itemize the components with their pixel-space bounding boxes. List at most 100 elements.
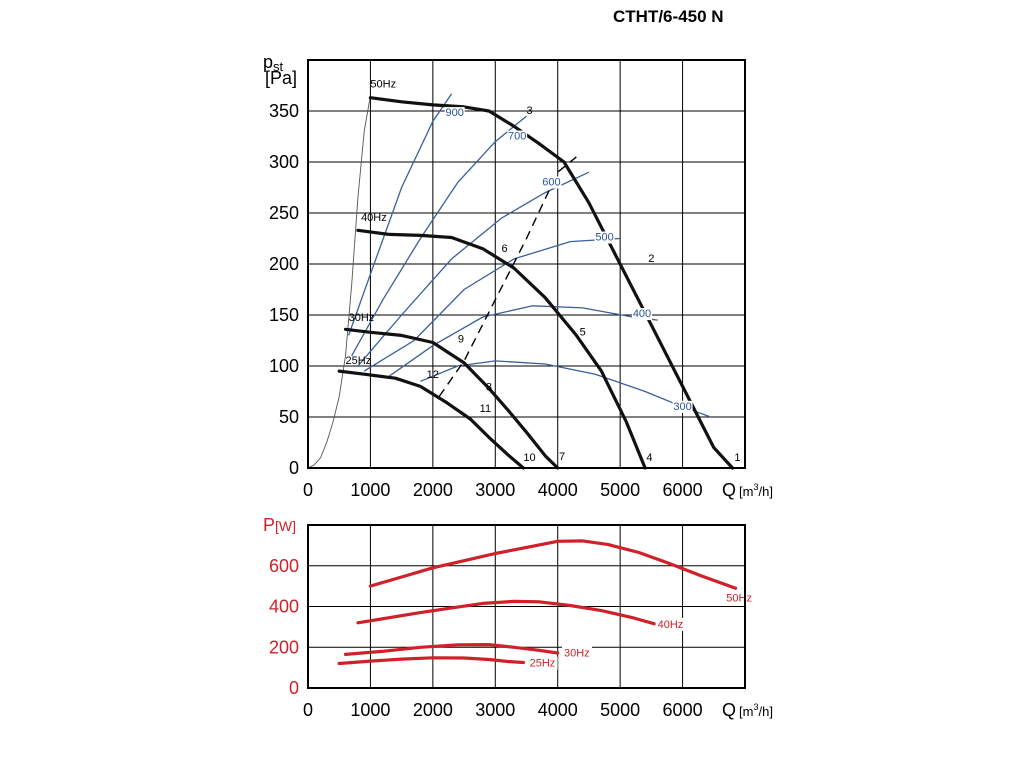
power-grid <box>308 525 745 688</box>
y-tick-0: 0 <box>289 458 299 478</box>
ylabel-st: st <box>273 59 284 74</box>
point-label-6: 6 <box>502 243 508 255</box>
pressure-x-axis-label: Q [m3/h] <box>722 480 773 500</box>
efficiency-curve-500 <box>363 237 621 372</box>
efficiency-label-bg-500 <box>594 231 615 244</box>
pressure-plot-frame <box>307 59 746 469</box>
power-curve-40hz <box>356 599 657 626</box>
power-x-tick-2000: 2000 <box>413 700 453 720</box>
y-tick-350: 350 <box>269 101 299 121</box>
x-tick-4000: 4000 <box>538 480 578 500</box>
power-x-tick-1000: 1000 <box>350 700 390 720</box>
x-tick-0: 0 <box>303 480 313 500</box>
point-label-10: 10 <box>523 452 535 464</box>
efficiency-label-700: 700 <box>508 131 526 143</box>
point-label-5: 5 <box>580 326 586 338</box>
curve-labels: 50Hz40Hz30Hz25Hz900700600500400300123456… <box>345 79 740 464</box>
x-tick-6000: 6000 <box>663 480 703 500</box>
xlabel-unit-pre: [m <box>739 484 753 499</box>
y-tick-50: 50 <box>279 407 299 427</box>
speed-label-50hz: 50Hz <box>370 79 396 91</box>
y-tick-200: 200 <box>269 254 299 274</box>
speed-curve-25hz <box>337 369 525 470</box>
power-xlabel-unit-sup: 3 <box>753 702 758 712</box>
power-x-tick-4000: 4000 <box>538 700 578 720</box>
point-label-7: 7 <box>559 451 565 463</box>
speed-curve-40hz <box>356 228 647 470</box>
power-y-tick-0: 0 <box>289 678 299 698</box>
efficiency-label-500: 500 <box>595 232 613 244</box>
x-tick-3000: 3000 <box>475 480 515 500</box>
efficiency-label-bg-600 <box>541 176 562 189</box>
svg-text:pst: pst <box>263 52 284 74</box>
point-label-3: 3 <box>527 105 533 117</box>
speed-curves <box>337 96 735 470</box>
power-ylabel-unit: [W] <box>275 518 296 534</box>
efficiency-label-bg-300 <box>672 400 693 413</box>
optimal-operating-line <box>438 156 577 398</box>
power-label-bg-25hz <box>527 656 558 670</box>
point-label-11: 11 <box>480 403 491 415</box>
efficiency-label-600: 600 <box>542 176 560 188</box>
speed-label-40hz: 40Hz <box>361 212 387 224</box>
point-label-4: 4 <box>646 452 652 464</box>
efficiency-curve-900 <box>347 93 453 336</box>
power-x-tick-5000: 5000 <box>600 700 640 720</box>
power-label-bg-30hz <box>561 646 592 660</box>
efficiency-curve-600 <box>357 171 590 367</box>
power-label-25hz: 25Hz <box>530 658 556 670</box>
chart-title: CTHT/6-450 N <box>613 7 724 26</box>
speed-curve-50hz <box>368 96 735 470</box>
efficiency-curve-300 <box>420 360 711 418</box>
y-tick-250: 250 <box>269 203 299 223</box>
speed-label-25hz: 25Hz <box>345 355 371 367</box>
power-x-ticks: 0 1000 2000 3000 4000 5000 6000 <box>303 700 703 720</box>
power-curve-labels: 50Hz 40Hz 30Hz 25Hz <box>527 591 755 670</box>
point-label-8: 8 <box>486 381 492 393</box>
efficiency-label-400: 400 <box>633 308 651 320</box>
xlabel-q: Q <box>722 480 736 500</box>
speed-curve-30hz <box>343 327 560 470</box>
efficiency-curve-700 <box>351 115 527 357</box>
pressure-chart: 0 1000 2000 3000 4000 5000 6000 05010015020025… <box>263 52 773 500</box>
svg-text:P[W]: P[W] <box>263 515 296 535</box>
point-label-12: 12 <box>427 369 439 381</box>
power-label-bg-50hz <box>724 591 755 605</box>
power-plot-frame <box>307 524 746 689</box>
xlabel-unit-sup: 3 <box>753 482 758 492</box>
efficiency-label-bg-900 <box>444 107 465 120</box>
power-label-bg-40hz <box>655 617 686 631</box>
y-tick-150: 150 <box>269 305 299 325</box>
efficiency-label-900: 900 <box>446 107 464 119</box>
point-label-9: 9 <box>458 334 464 346</box>
power-x-axis-label: Q [m3/h] <box>722 700 773 720</box>
system-curve-line <box>307 95 371 469</box>
power-x-tick-6000: 6000 <box>663 700 703 720</box>
ylabel-p: p <box>263 52 273 72</box>
power-xlabel-unit-pre: [m <box>739 704 753 719</box>
power-y-tick-400: 400 <box>269 597 299 617</box>
speed-label-30hz: 30Hz <box>349 312 375 324</box>
power-y-tick-200: 200 <box>269 637 299 657</box>
power-x-tick-3000: 3000 <box>475 700 515 720</box>
power-x-tick-0: 0 <box>303 700 313 720</box>
power-curves <box>337 539 738 666</box>
x-tick-1000: 1000 <box>350 480 390 500</box>
point-label-1: 1 <box>734 452 740 464</box>
y-tick-100: 100 <box>269 356 299 376</box>
power-y-ticks: 0 200 400 600 <box>269 556 299 698</box>
ylabel-unit: [Pa] <box>265 68 297 88</box>
svg-text:Q[m3/h]: Q [m3/h] <box>722 700 773 720</box>
power-y-tick-600: 600 <box>269 556 299 576</box>
efficiency-label-bg-700 <box>507 130 528 143</box>
power-chart: 0 1000 2000 3000 4000 5000 6000 0 200 400 600 50H… <box>263 515 773 720</box>
pressure-y-ticks: 0 50 100 150 200 250 300 350 <box>269 101 299 478</box>
optimal-line <box>438 156 577 398</box>
power-label-50hz: 50Hz <box>726 592 752 604</box>
point-label-2: 2 <box>648 253 654 265</box>
power-xlabel-unit-post: /h] <box>758 704 772 719</box>
power-xlabel-q: Q <box>722 700 736 720</box>
y-tick-300: 300 <box>269 152 299 172</box>
power-curve-30hz <box>343 643 560 656</box>
